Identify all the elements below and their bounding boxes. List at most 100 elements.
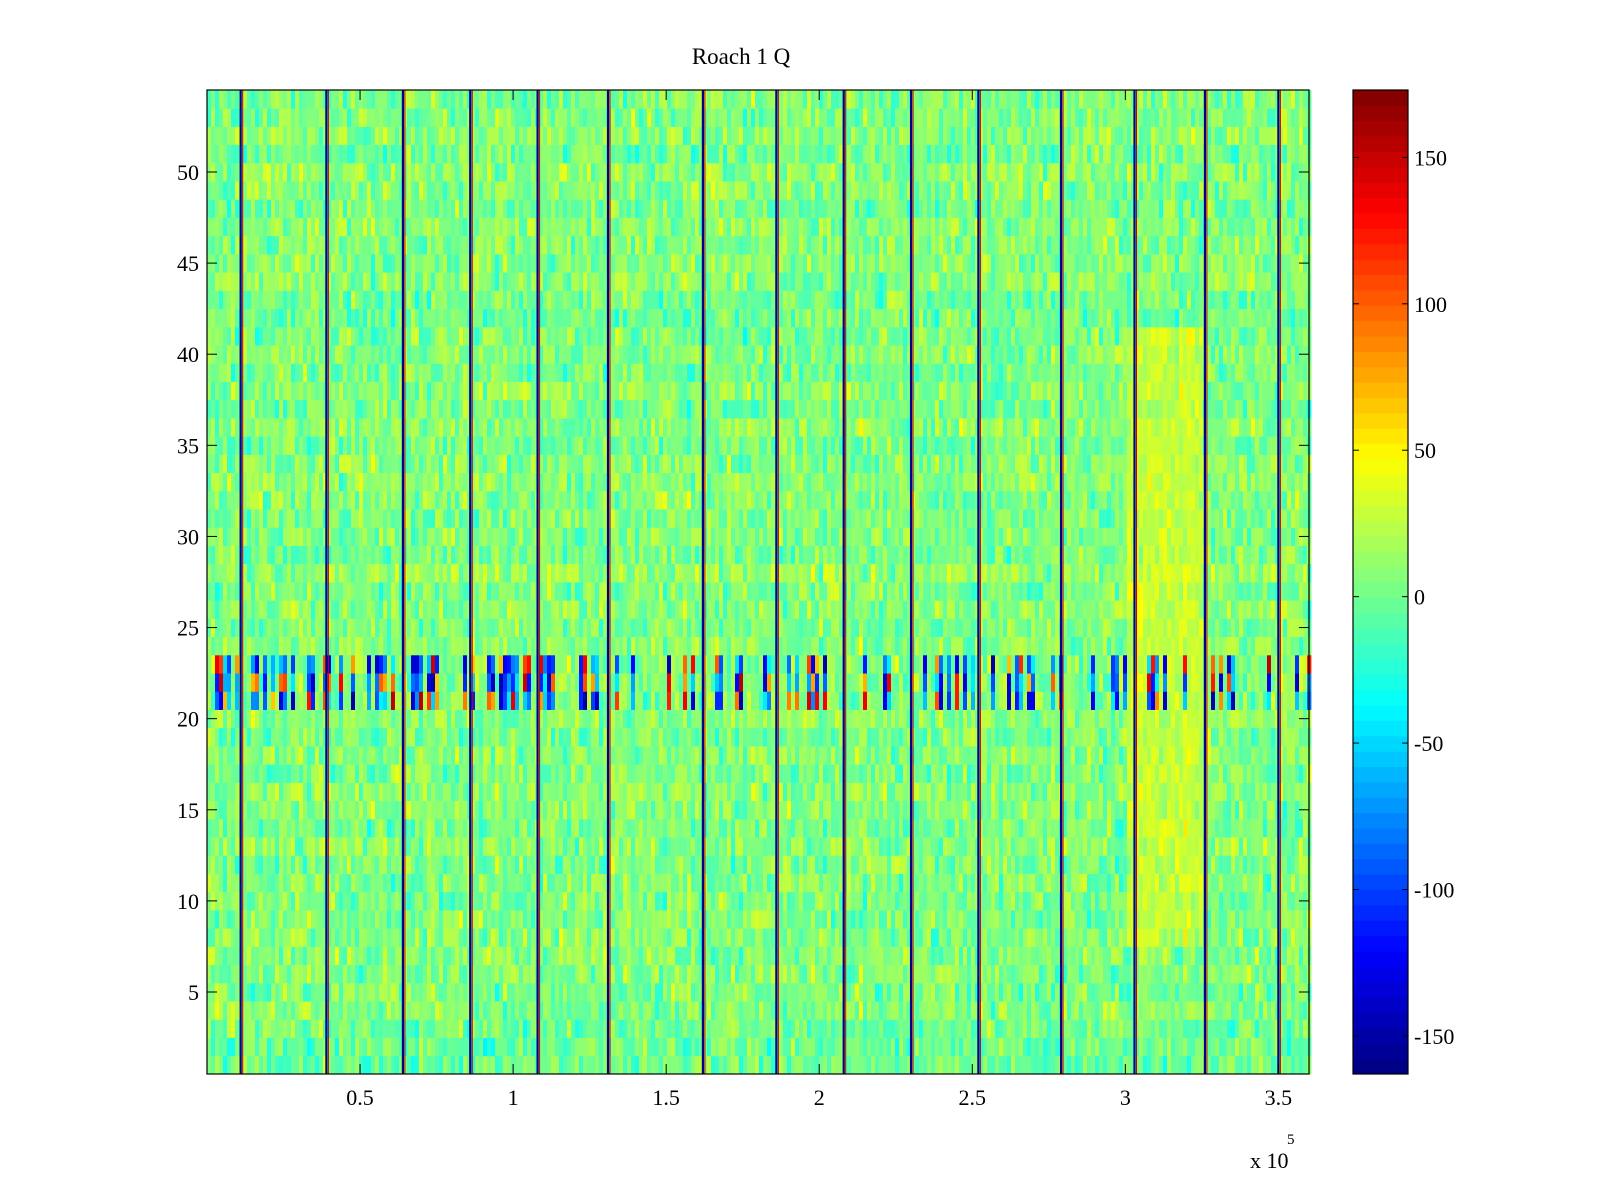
heatmap-cell [987, 800, 992, 820]
heatmap-cell [907, 1019, 912, 1038]
heatmap-cell [611, 1055, 616, 1075]
heatmap-cell [579, 873, 584, 893]
heatmap-cell [1135, 964, 1140, 984]
heatmap-cell [1259, 818, 1264, 838]
heatmap-cell [767, 1037, 772, 1057]
heatmap-cell [883, 782, 888, 802]
heatmap-cell [527, 800, 532, 820]
heatmap-cell [1019, 910, 1024, 929]
heatmap-cell [739, 800, 744, 820]
heatmap-cell [671, 855, 676, 874]
heatmap-cell [683, 1001, 688, 1020]
heatmap-cell [795, 1037, 800, 1057]
heatmap-cell [1071, 891, 1076, 911]
heatmap-cell [955, 800, 960, 820]
heatmap-cell [783, 1019, 788, 1038]
heatmap-cell [575, 891, 580, 911]
heatmap-cell [1167, 782, 1172, 802]
heatmap-cell [1175, 837, 1180, 856]
heatmap-cell [267, 873, 272, 893]
heatmap-cell [1159, 891, 1164, 911]
heatmap-cell [367, 782, 372, 802]
heatmap-cell [263, 855, 268, 874]
heatmap-cell [1135, 1001, 1140, 1020]
heatmap-cell [1015, 891, 1020, 911]
heatmap-cell [1199, 782, 1204, 802]
heatmap-cell [575, 782, 580, 802]
heatmap-cell [1119, 1055, 1124, 1075]
heatmap-cell [1023, 928, 1028, 947]
heatmap-cell [303, 928, 308, 947]
heatmap-cell [571, 891, 576, 911]
heatmap-cell [1303, 910, 1308, 929]
heatmap-cell [1119, 1037, 1124, 1057]
heatmap-cell [747, 1019, 752, 1038]
heatmap-cell [1015, 928, 1020, 947]
heatmap-cell [259, 946, 264, 966]
heatmap-cell [1291, 964, 1296, 984]
heatmap-cell [491, 1037, 496, 1057]
heatmap-cell [975, 891, 980, 911]
heatmap-cell [623, 1019, 628, 1038]
heatmap-cell [935, 891, 940, 911]
heatmap-cell [279, 1037, 284, 1057]
heatmap-cell [659, 891, 664, 911]
heatmap-cell [471, 982, 476, 1002]
heatmap-cell [351, 818, 356, 838]
heatmap-cell [407, 928, 412, 947]
heatmap-cell [243, 946, 248, 966]
heatmap-cell [843, 964, 848, 984]
heatmap-cell [995, 746, 1000, 765]
heatmap-cell [923, 946, 928, 966]
heatmap-cell [223, 1001, 228, 1020]
heatmap-cell [1295, 910, 1300, 929]
heatmap-cell [643, 910, 648, 929]
heatmap-cell [599, 1001, 604, 1020]
heatmap-cell [795, 746, 800, 765]
heatmap-cell [547, 764, 552, 783]
heatmap-cell [343, 837, 348, 856]
heatmap-cell [1299, 928, 1304, 947]
heatmap-cell [1267, 964, 1272, 984]
heatmap-cell [1115, 910, 1120, 929]
heatmap-cell [1227, 746, 1232, 765]
heatmap-cell [451, 782, 456, 802]
heatmap-cell [1015, 782, 1020, 802]
heatmap-cell [1183, 855, 1188, 874]
heatmap-cell [491, 910, 496, 929]
heatmap-cell [1015, 1019, 1020, 1038]
heatmap-cell [791, 946, 796, 966]
heatmap-cell [991, 800, 996, 820]
heatmap-cell [395, 982, 400, 1002]
heatmap-cell [511, 982, 516, 1002]
heatmap-cell [291, 891, 296, 911]
heatmap-cell [611, 1037, 616, 1057]
heatmap-cell [867, 800, 872, 820]
heatmap-cell [463, 928, 468, 947]
heatmap-cell [635, 964, 640, 984]
heatmap-cell [1127, 946, 1132, 966]
heatmap-cell [623, 1001, 628, 1020]
heatmap-cell [835, 910, 840, 929]
heatmap-cell [787, 910, 792, 929]
heatmap-cell [1035, 873, 1040, 893]
heatmap-cell [1251, 837, 1256, 856]
heatmap-cell [1167, 928, 1172, 947]
heatmap-cell [347, 837, 352, 856]
heatmap-cell [527, 818, 532, 838]
heatmap-cell [499, 1055, 504, 1075]
heatmap-cell [687, 837, 692, 856]
heatmap-cell [1051, 746, 1056, 765]
heatmap-cell [643, 873, 648, 893]
heatmap-cell [1123, 1019, 1128, 1038]
heatmap-cell [323, 1055, 328, 1075]
heatmap-cell [1171, 873, 1176, 893]
heatmap-cell [1199, 855, 1204, 874]
heatmap-cell [683, 837, 688, 856]
heatmap-cell [1215, 910, 1220, 929]
heatmap-cell [1011, 873, 1016, 893]
heatmap-cell [687, 891, 692, 911]
heatmap-cell [483, 910, 488, 929]
heatmap-cell [899, 782, 904, 802]
heatmap-cell [539, 837, 544, 856]
